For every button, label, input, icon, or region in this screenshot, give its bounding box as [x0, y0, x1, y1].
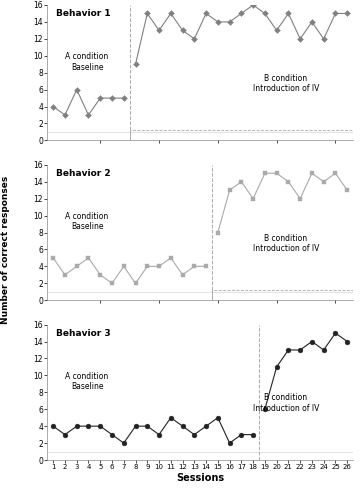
Text: Behavior 2: Behavior 2 [56, 169, 111, 178]
Text: B condition
Introduction of IV: B condition Introduction of IV [253, 74, 319, 93]
Bar [130, 130, 353, 140]
Text: A condition
Baseline: A condition Baseline [66, 212, 109, 232]
X-axis label: Sessions: Sessions [176, 473, 224, 483]
Text: B condition
Introduction of IV: B condition Introduction of IV [253, 394, 319, 413]
Text: Behavior 3: Behavior 3 [56, 328, 111, 338]
Text: Number of correct responses: Number of correct responses [1, 176, 10, 324]
Text: B condition
Introduction of IV: B condition Introduction of IV [253, 234, 319, 253]
Text: Behavior 1: Behavior 1 [56, 9, 111, 18]
Bar [212, 290, 353, 300]
Text: A condition
Baseline: A condition Baseline [66, 372, 109, 391]
Text: A condition
Baseline: A condition Baseline [66, 52, 109, 72]
